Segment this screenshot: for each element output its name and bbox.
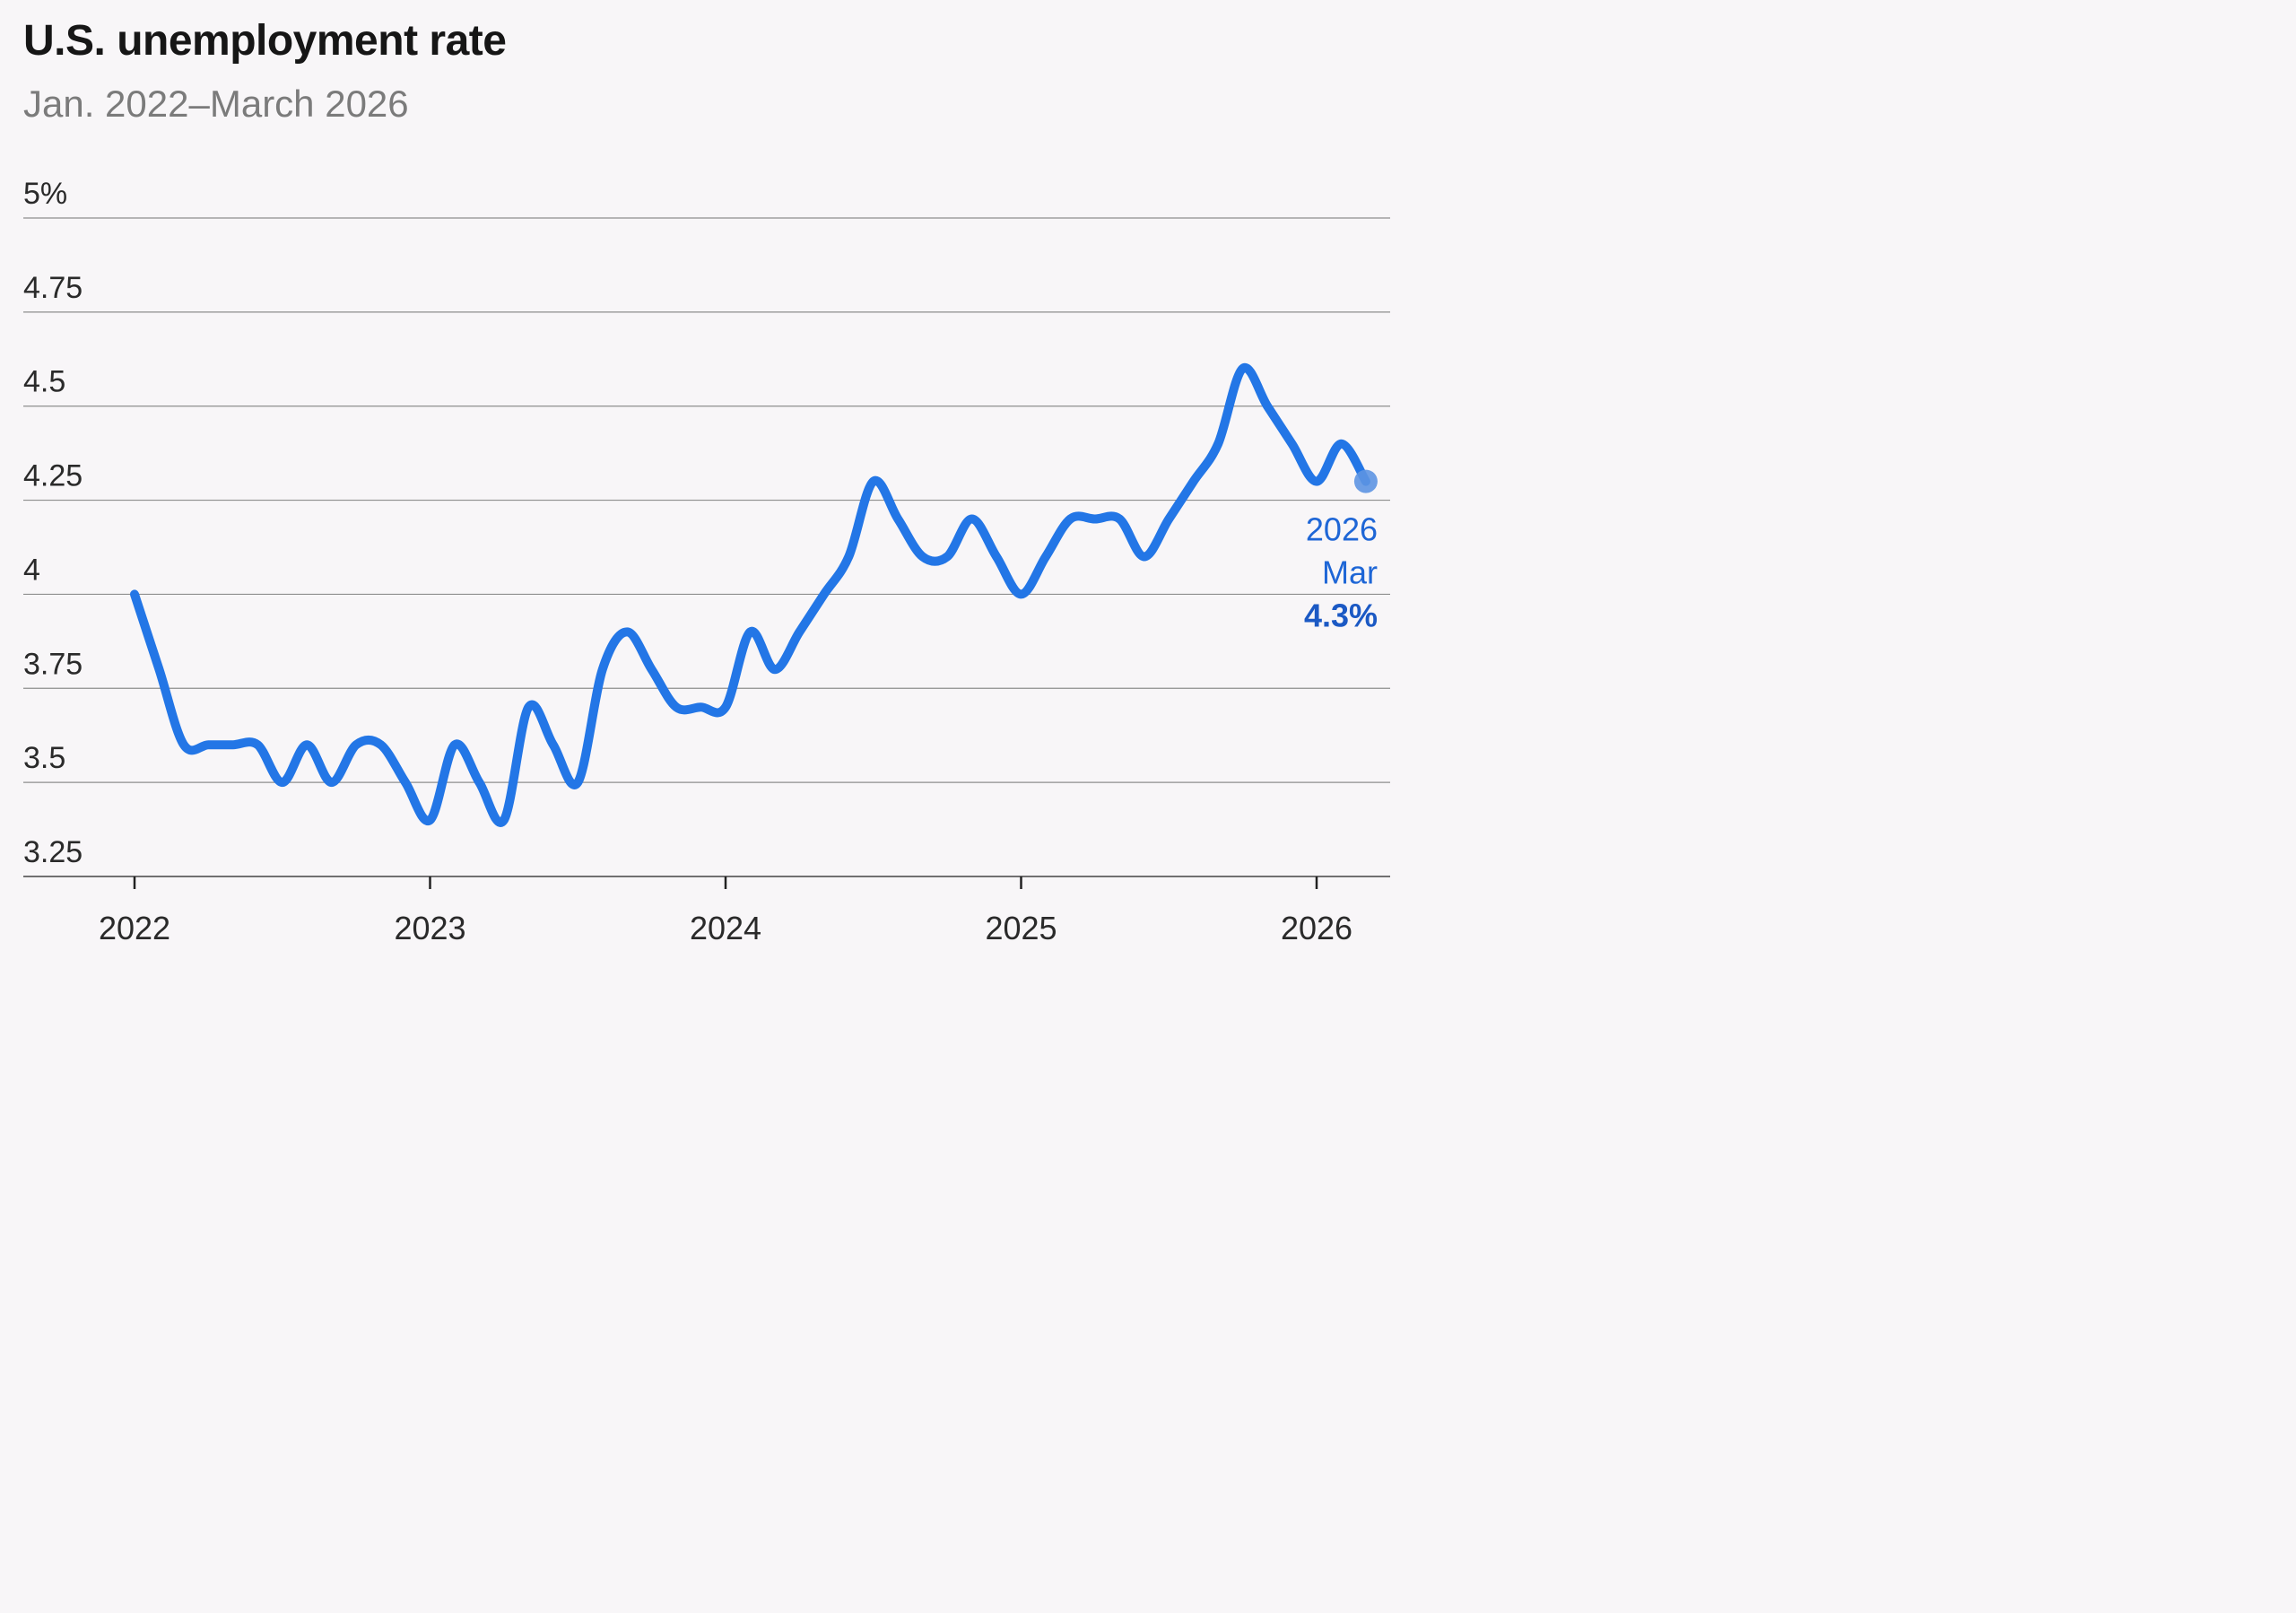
data-point [1240,366,1246,371]
annotation-year: 2026 [1306,511,1378,548]
data-point [205,742,211,747]
data-point [181,742,187,747]
y-tick-label: 4.25 [23,459,83,493]
data-point [674,704,679,710]
data-point [1166,517,1171,522]
chart-subtitle: Jan. 2022–March 2026 [23,83,409,125]
x-tick-label: 2023 [394,910,465,946]
y-axis-labels: 5% 4.75 4.5 4.25 4 3.75 3.5 3.25 [23,177,83,869]
data-point [353,742,359,747]
x-axis: 2022 2023 2024 2025 2026 [99,876,1352,946]
data-point [747,629,752,634]
chart-title: U.S. unemployment rate [23,17,507,65]
data-point [575,780,580,785]
data-point [1265,404,1270,409]
annotation-month: Mar [1322,554,1378,591]
data-point [895,517,900,522]
data-point [871,479,876,484]
data-point [1092,517,1098,522]
gridlines [23,217,1390,877]
data-point [156,667,161,672]
data-point [452,742,457,747]
data-point [649,667,655,672]
data-point [796,629,802,634]
data-point [1117,517,1122,522]
x-tick-label: 2024 [690,910,761,946]
data-point [476,780,482,785]
data-point [501,817,507,823]
data-point [1290,441,1295,447]
data-point [772,667,778,672]
data-point [1067,517,1073,522]
data-point [280,780,285,785]
data-point [994,554,999,559]
data-point [1215,441,1221,447]
y-tick-label: 3.5 [23,741,65,775]
x-tick-label: 2025 [985,910,1057,946]
data-point [304,742,309,747]
data-point [551,742,556,747]
data-point [230,742,236,747]
data-point [1191,479,1196,484]
unemployment-series-line [130,362,1370,827]
data-point [723,704,728,710]
annotation-value: 4.3% [1304,597,1378,634]
data-point [822,591,827,597]
x-tick-label: 2026 [1281,910,1352,946]
data-point [600,667,605,672]
endpoint-marker [1353,469,1378,493]
y-tick-label: 5% [23,177,67,211]
series-layer [130,362,1378,827]
data-point [1142,554,1147,559]
y-tick-label: 3.75 [23,647,83,681]
data-point [846,554,851,559]
data-point [970,517,975,522]
data-point [1019,591,1024,597]
data-point [944,554,950,559]
data-point [699,704,704,710]
data-point [378,742,384,747]
data-point [132,591,137,597]
data-point [1338,441,1344,447]
y-tick-label: 4.75 [23,271,83,305]
data-point [526,704,531,710]
data-point [920,554,926,559]
y-tick-label: 4 [23,553,40,587]
data-point [428,817,433,823]
data-point [255,742,260,747]
y-tick-label: 3.25 [23,835,83,869]
endpoint-annotation: 2026 Mar 4.3% [1304,511,1378,634]
data-point [1314,479,1319,484]
data-point [624,629,630,634]
data-point [329,780,335,785]
y-tick-label: 4.5 [23,365,65,399]
data-point [403,780,408,785]
data-point [1043,554,1048,559]
x-tick-label: 2022 [99,910,170,946]
